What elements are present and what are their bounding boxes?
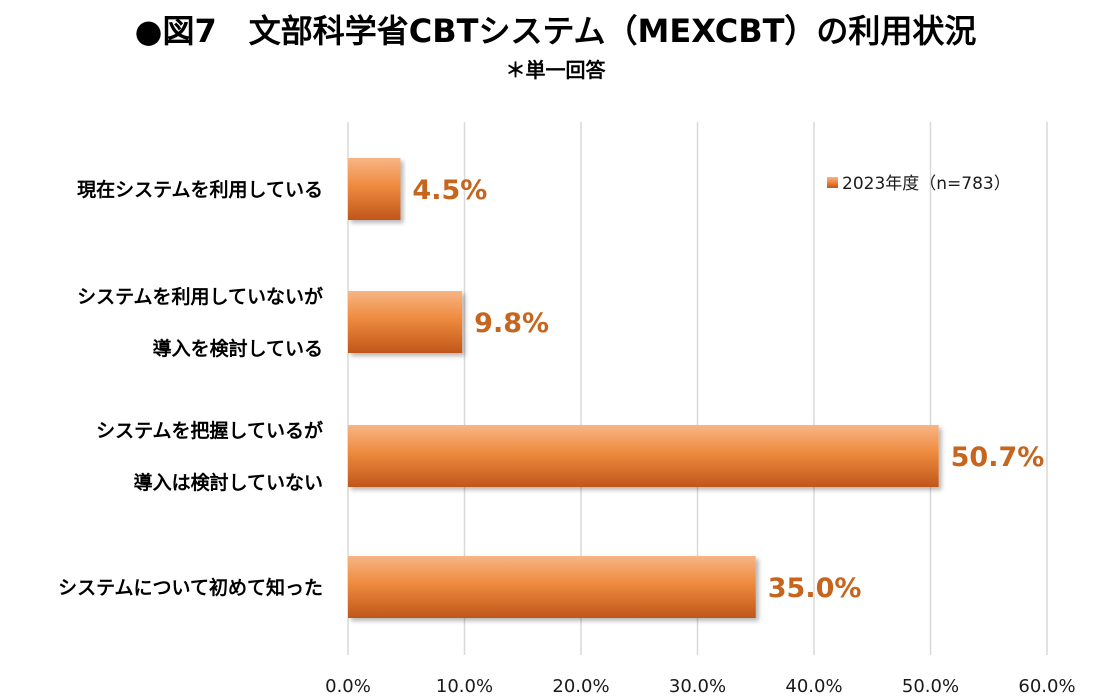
bars bbox=[348, 158, 939, 618]
legend-swatch bbox=[827, 177, 838, 188]
x-tick-label: 20.0% bbox=[552, 676, 609, 697]
category-label: システムを利用していないが bbox=[77, 285, 323, 308]
chart-title: ●図7 文部科学省CBTシステム（MEXCBT）の利用状況 bbox=[134, 12, 977, 50]
x-tick-label: 40.0% bbox=[785, 676, 842, 697]
legend: 2023年度（n=783） bbox=[827, 174, 1011, 194]
bar bbox=[348, 425, 939, 487]
x-tick-label: 60.0% bbox=[1018, 676, 1075, 697]
category-label: 導入を検討している bbox=[153, 337, 323, 360]
bar bbox=[348, 291, 463, 353]
chart-subtitle: ＊単一回答 bbox=[505, 58, 606, 82]
bar bbox=[348, 556, 756, 618]
data-label: 9.8% bbox=[474, 308, 549, 339]
x-tick-label: 30.0% bbox=[669, 676, 726, 697]
category-label: システムを把握しているが bbox=[96, 419, 323, 442]
x-tick-label: 50.0% bbox=[902, 676, 959, 697]
bar bbox=[348, 158, 401, 220]
data-label: 4.5% bbox=[412, 175, 487, 206]
x-tick-label: 0.0% bbox=[325, 676, 371, 697]
data-labels: 4.5% 9.8% 50.7% 35.0% bbox=[412, 175, 1044, 604]
data-label: 50.7% bbox=[951, 442, 1045, 473]
category-label: 現在システムを利用している bbox=[77, 178, 323, 201]
data-label: 35.0% bbox=[768, 573, 862, 604]
category-labels: 現在システムを利用しているシステムを利用していないが導入を検討しているシステムを… bbox=[58, 178, 323, 599]
x-tick-label: 10.0% bbox=[436, 676, 493, 697]
x-axis-ticks: 0.0% 10.0% 20.0% 30.0% 40.0% 50.0% 60.0% bbox=[325, 676, 1075, 697]
legend-label: 2023年度（n=783） bbox=[842, 174, 1011, 194]
category-label: 導入は検討していない bbox=[134, 471, 323, 494]
category-label: システムについて初めて知った bbox=[58, 576, 323, 599]
